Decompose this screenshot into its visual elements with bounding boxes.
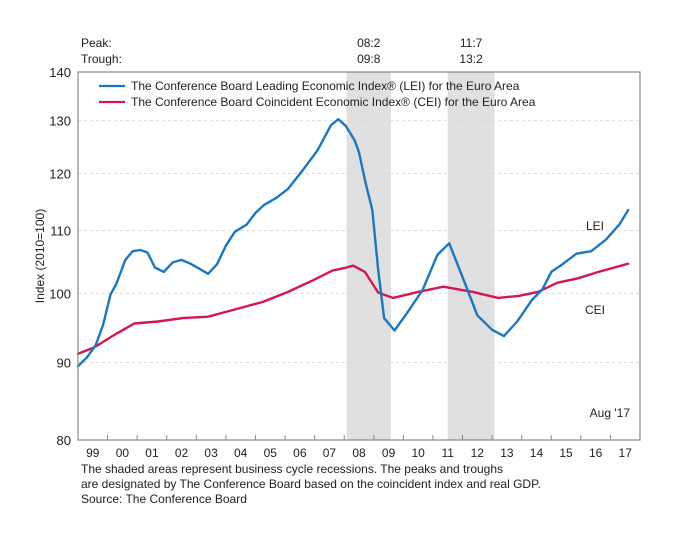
series-lines — [76, 117, 630, 368]
y-tick-label: 100 — [49, 286, 71, 301]
plot-frame — [77, 71, 641, 441]
x-tick-label: 05 — [264, 446, 278, 460]
series-line-lei — [76, 117, 630, 368]
x-tick-label: 15 — [559, 446, 573, 460]
legend-label-lei: The Conference Board Leading Economic In… — [131, 79, 520, 93]
y-tick-label: 90 — [57, 356, 71, 371]
y-axis-label: Index (2010=100) — [33, 209, 47, 303]
recession-dates: 08:2 09:8 11:7 13:2 — [357, 36, 483, 66]
footnote-line-1: The shaded areas represent business cycl… — [81, 462, 504, 476]
recession-trough-date: 13:2 — [459, 52, 483, 66]
recession-trough-date: 09:8 — [357, 52, 381, 66]
recession-band-2 — [447, 72, 495, 440]
x-tick-label: 00 — [116, 446, 130, 460]
x-tick-label: 11 — [442, 446, 455, 460]
y-tick-label: 120 — [49, 166, 71, 181]
legend-label-cei: The Conference Board Coincident Economic… — [131, 95, 536, 109]
lei-annotation: LEI — [586, 219, 604, 233]
x-tick-label: 10 — [411, 446, 425, 460]
y-tick-label: 140 — [49, 65, 71, 80]
x-tick-label: 99 — [86, 446, 100, 460]
x-axis: 99 00 01 02 03 04 05 06 07 08 09 10 11 12 13 14 15 16 17 — [86, 435, 632, 460]
y-tick-label: 80 — [57, 433, 71, 448]
x-tick-label: 16 — [589, 446, 603, 460]
y-axis: 80 90 100 110 120 130 140 — [49, 65, 71, 448]
x-tick-label: 06 — [293, 446, 307, 460]
footnote-line-2: are designated by The Conference Board b… — [81, 477, 541, 491]
x-tick-label: 12 — [471, 446, 485, 460]
legend: The Conference Board Leading Economic In… — [99, 79, 536, 109]
y-tick-label: 110 — [50, 224, 71, 239]
series-line-cei — [76, 262, 630, 355]
x-tick-label: 14 — [530, 446, 544, 460]
recession-band-1 — [346, 72, 391, 440]
x-tick-label: 17 — [619, 446, 633, 460]
cei-annotation: CEI — [585, 303, 605, 317]
x-tick-label: 09 — [382, 446, 396, 460]
recession-peak-date: 11:7 — [460, 36, 483, 50]
x-tick-label: 13 — [500, 446, 514, 460]
recession-shading — [346, 72, 495, 440]
peak-label: Peak: — [81, 36, 112, 50]
x-tick-label: 01 — [145, 446, 159, 460]
trough-label: Trough: — [81, 52, 122, 66]
footnote-line-3: Source: The Conference Board — [81, 492, 247, 506]
gridlines — [78, 120, 640, 364]
y-tick-label: 130 — [49, 114, 71, 129]
latest-date-annotation: Aug '17 — [590, 406, 631, 420]
x-tick-label: 04 — [234, 446, 248, 460]
x-tick-label: 02 — [175, 446, 189, 460]
recession-peak-date: 08:2 — [357, 36, 381, 50]
x-tick-label: 03 — [204, 446, 218, 460]
x-tick-label: 08 — [352, 446, 366, 460]
x-tick-label: 07 — [323, 446, 337, 460]
